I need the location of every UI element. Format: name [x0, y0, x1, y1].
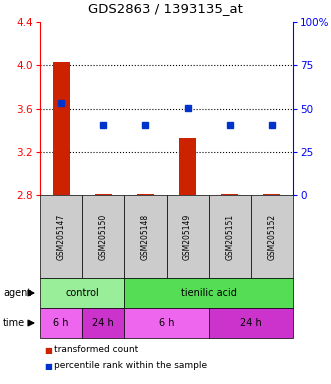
Text: transformed count: transformed count [54, 346, 138, 354]
Text: 6 h: 6 h [159, 318, 174, 328]
Text: ■: ■ [44, 361, 52, 371]
Bar [137, 194, 154, 195]
Bar [263, 194, 280, 195]
Text: tienilic acid: tienilic acid [181, 288, 237, 298]
Text: GSM205150: GSM205150 [99, 214, 108, 260]
Bar [95, 194, 112, 195]
Text: control: control [65, 288, 99, 298]
Text: 24 h: 24 h [92, 318, 114, 328]
Text: 24 h: 24 h [240, 318, 262, 328]
Bar [53, 62, 70, 195]
Bar [179, 138, 196, 195]
Text: time: time [3, 318, 25, 328]
Text: percentile rank within the sample: percentile rank within the sample [54, 361, 207, 371]
Bar [221, 194, 238, 195]
Text: ■: ■ [44, 346, 52, 354]
Text: GSM205149: GSM205149 [183, 214, 192, 260]
Text: GSM205151: GSM205151 [225, 214, 234, 260]
Text: agent: agent [3, 288, 31, 298]
Text: GSM205152: GSM205152 [267, 214, 276, 260]
Text: GSM205147: GSM205147 [57, 214, 66, 260]
Text: GSM205148: GSM205148 [141, 214, 150, 260]
Text: GDS2863 / 1393135_at: GDS2863 / 1393135_at [88, 2, 243, 15]
Text: 6 h: 6 h [53, 318, 69, 328]
